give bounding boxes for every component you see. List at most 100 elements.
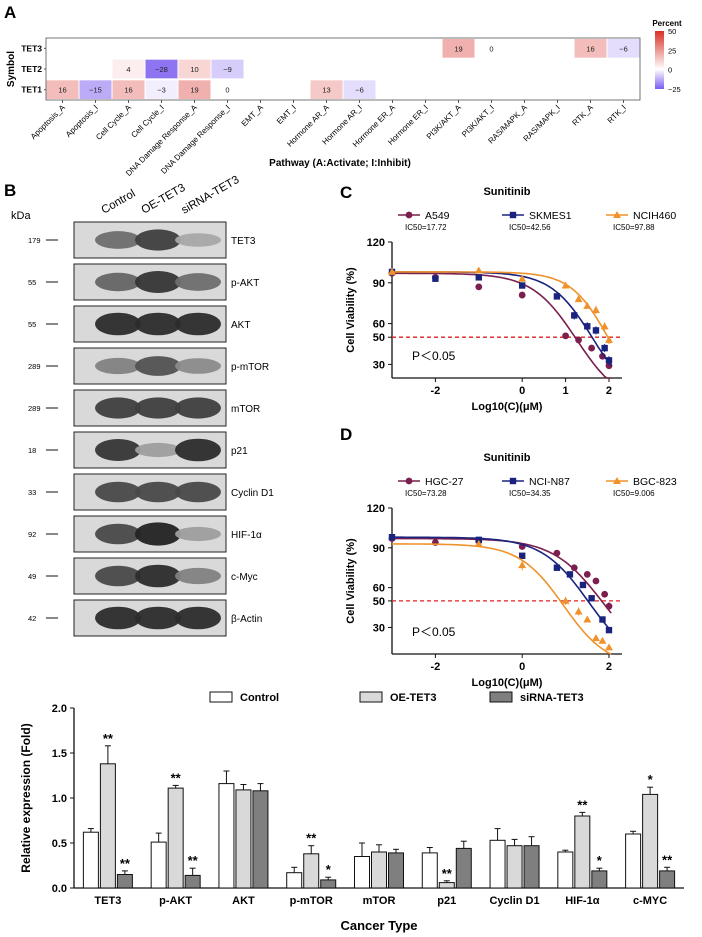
heatmap-cell: [145, 59, 178, 79]
dose-ytick-label: 60: [373, 319, 385, 331]
heatmap-cell-value: −9: [223, 65, 232, 74]
heatmap-col-label: Cell Cycle_A: [94, 103, 133, 142]
dose-ytick-label: 120: [367, 237, 385, 249]
blot-kda-value: 42: [28, 614, 36, 623]
blot-band: [95, 397, 141, 419]
blot-band: [135, 564, 181, 588]
dose-legend-ic50: IC50=34.35: [509, 489, 551, 498]
bar: [659, 870, 676, 889]
heatmap-col-label: EMT_A: [240, 103, 266, 129]
heatmap-cell-value: 4: [126, 65, 130, 74]
blot-band: [135, 229, 181, 251]
dose-data-point: [600, 322, 609, 330]
blot-kda-value: 179: [28, 236, 41, 245]
dose-ytick-label: 90: [373, 543, 385, 555]
heatmap-cell-value: 13: [322, 86, 330, 95]
dose-data-point: [561, 281, 570, 289]
heatmap-cell-value: −3: [157, 86, 166, 95]
dose-data-point: [591, 634, 600, 642]
blot-band: [175, 567, 221, 585]
blot-row: 92 HIF-1α: [28, 515, 262, 553]
bar-legend-label: siRNA-TET3: [520, 692, 584, 704]
blot-band: [95, 272, 141, 292]
blot-band: [135, 522, 181, 546]
dose-data-point: [553, 549, 561, 557]
blot-protein-label: p-AKT: [231, 278, 259, 289]
bar-legend-swatch: [209, 691, 233, 703]
heatmap-cell: [79, 80, 112, 99]
bar-category-label: Cyclin D1: [489, 895, 539, 907]
bar-significance: **: [171, 770, 182, 785]
bar: [116, 874, 133, 889]
dose-data-point: [604, 643, 613, 651]
heatmap-colorbar: [655, 31, 664, 89]
heatmap-ylabel: Symbol: [6, 51, 17, 87]
bar-legend-swatch: [489, 691, 513, 703]
blot-band: [175, 481, 221, 503]
dose-data-point: [388, 267, 396, 275]
bar-ytick-label: 1.0: [52, 793, 67, 805]
bar: [371, 851, 387, 889]
dose-legend-marker: [613, 211, 621, 218]
dose-data-point: [518, 552, 526, 559]
bar: [82, 831, 99, 889]
blot-band: [135, 481, 181, 503]
bar-significance: **: [120, 856, 131, 871]
blot-lane-label: Control: [100, 188, 138, 217]
heatmap-cell-value: 10: [190, 65, 198, 74]
blot-row: 289 mTOR: [28, 389, 260, 427]
dose-data-point: [588, 595, 595, 602]
dose-legend-name: SKMES1: [529, 210, 572, 222]
bar-ytick-label: 0.5: [52, 838, 67, 850]
bar-significance: **: [442, 866, 453, 881]
panel-label-d: D: [340, 425, 352, 444]
dose-xtick-label: 2: [606, 385, 612, 397]
bar-category-label: mTOR: [363, 895, 396, 907]
dose-xlabel: Log10(C)(μM): [472, 677, 543, 689]
heatmap-cell-value: −28: [155, 65, 168, 74]
bar-category-label: AKT: [232, 895, 255, 907]
dose-data-point: [605, 602, 613, 610]
heatmap-cell-value: 19: [454, 44, 462, 53]
panel-label-b: B: [4, 181, 16, 200]
heatmap-cell: [178, 80, 211, 99]
blot-kda-value: 289: [28, 362, 41, 371]
heatmap-cell: [112, 80, 145, 99]
heatmap-col-label: PI3K/AKT_I: [460, 103, 496, 139]
dose-data-point: [475, 283, 483, 291]
heatmap-cell: [442, 39, 475, 58]
blot-row: 42 β-Actin: [28, 599, 262, 637]
dose-chart-title: Sunitinib: [483, 452, 530, 464]
dose-data-point: [584, 323, 591, 330]
bar: [218, 783, 235, 889]
bar-legend-label: OE-TET3: [390, 692, 436, 704]
blot-protein-label: HIF-1α: [231, 530, 262, 541]
bar-significance: **: [662, 852, 673, 867]
dose-legend-ic50: IC50=42.56: [509, 223, 551, 232]
bar-ytick-label: 2.0: [52, 703, 67, 715]
dose-legend-name: A549: [425, 210, 450, 222]
dose-data-point: [474, 266, 483, 274]
heatmap-legend-tick: 25: [668, 46, 676, 55]
blot-row: 33 Cyclin D1: [28, 473, 274, 511]
blot-band: [175, 358, 221, 374]
blot-band: [175, 397, 221, 419]
dose-fit-curve: [392, 272, 612, 379]
bar-significance: *: [648, 772, 654, 787]
expression-bar-chart: Control OE-TET3 siRNA-TET3 0.0 0.5 1.0 1.5 2.0 R…: [19, 691, 684, 933]
bar-category-label: p-mTOR: [290, 895, 333, 907]
blot-band: [95, 231, 141, 249]
heatmap-xlabel: Pathway (A:Activate; I:Inhibit): [269, 158, 411, 169]
blot-band: [175, 526, 221, 542]
dose-data-point: [562, 332, 569, 340]
dose-data-point: [566, 571, 574, 578]
bar: [99, 763, 116, 889]
blot-kda-value: 33: [28, 488, 36, 497]
heatmap-panel: Symbol Pathway (A:Activate; I:Inhibit) P…: [6, 19, 682, 178]
blot-protein-label: AKT: [231, 320, 250, 331]
dose-fit-curve: [392, 537, 612, 614]
blot-protein-label: mTOR: [231, 404, 260, 415]
bar-significance: *: [326, 862, 332, 877]
heatmap-cell-value: −6: [619, 44, 628, 53]
